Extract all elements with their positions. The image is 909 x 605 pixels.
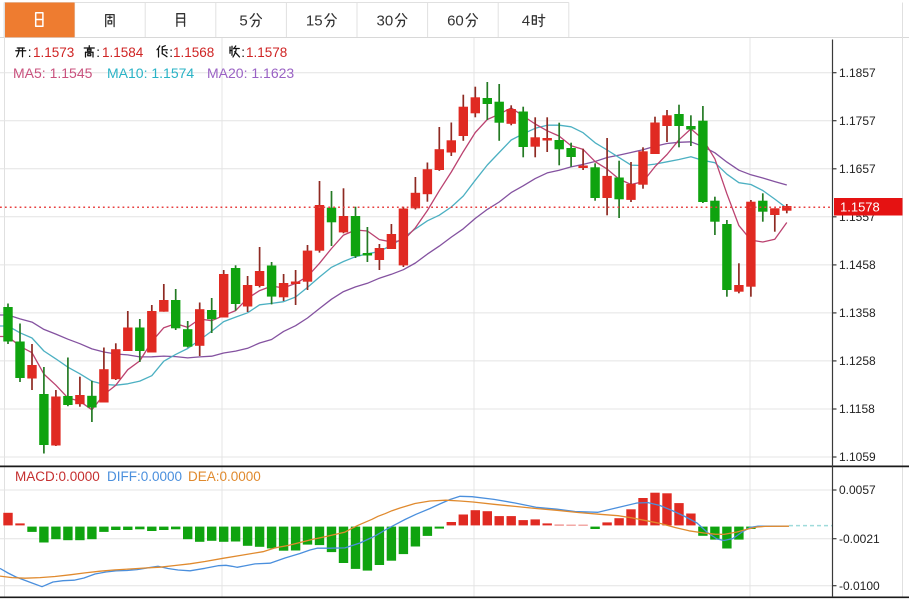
svg-text:1.1857: 1.1857 <box>839 66 876 80</box>
svg-text:1.1358: 1.1358 <box>839 306 876 320</box>
svg-text:1.1578: 1.1578 <box>246 45 287 60</box>
svg-text:1.1573: 1.1573 <box>33 45 74 60</box>
svg-text::: : <box>96 45 100 60</box>
svg-text:DIFF:0.0000: DIFF:0.0000 <box>107 469 182 484</box>
svg-text:MACD:0.0000: MACD:0.0000 <box>15 469 100 484</box>
svg-text:-0.0100: -0.0100 <box>839 579 880 593</box>
svg-text:1.1657: 1.1657 <box>839 162 876 176</box>
svg-text::: : <box>169 45 173 60</box>
svg-text:-0.0021: -0.0021 <box>839 532 880 546</box>
svg-text:60: 60 <box>447 13 464 30</box>
svg-text::: : <box>28 45 32 60</box>
svg-text:MA20: 1.1623: MA20: 1.1623 <box>207 65 294 81</box>
svg-text::: : <box>241 45 245 60</box>
svg-text:30: 30 <box>377 13 394 30</box>
svg-text:DEA:0.0000: DEA:0.0000 <box>188 469 261 484</box>
svg-text:15: 15 <box>306 13 323 30</box>
svg-text:0.0057: 0.0057 <box>839 483 876 497</box>
svg-text:1.1059: 1.1059 <box>839 450 876 464</box>
svg-text:5: 5 <box>239 13 247 30</box>
svg-text:1.1458: 1.1458 <box>839 258 876 272</box>
svg-text:MA5: 1.1545: MA5: 1.1545 <box>13 65 93 81</box>
svg-text:1.1158: 1.1158 <box>839 402 875 416</box>
svg-text:1.1578: 1.1578 <box>840 200 880 215</box>
svg-text:1.1757: 1.1757 <box>839 114 876 128</box>
svg-text:MA10: 1.1574: MA10: 1.1574 <box>107 65 194 81</box>
svg-text:1.1584: 1.1584 <box>102 45 144 60</box>
svg-text:1.1258: 1.1258 <box>839 354 876 368</box>
svg-text:1.1568: 1.1568 <box>173 45 214 60</box>
svg-text:4: 4 <box>522 13 530 30</box>
